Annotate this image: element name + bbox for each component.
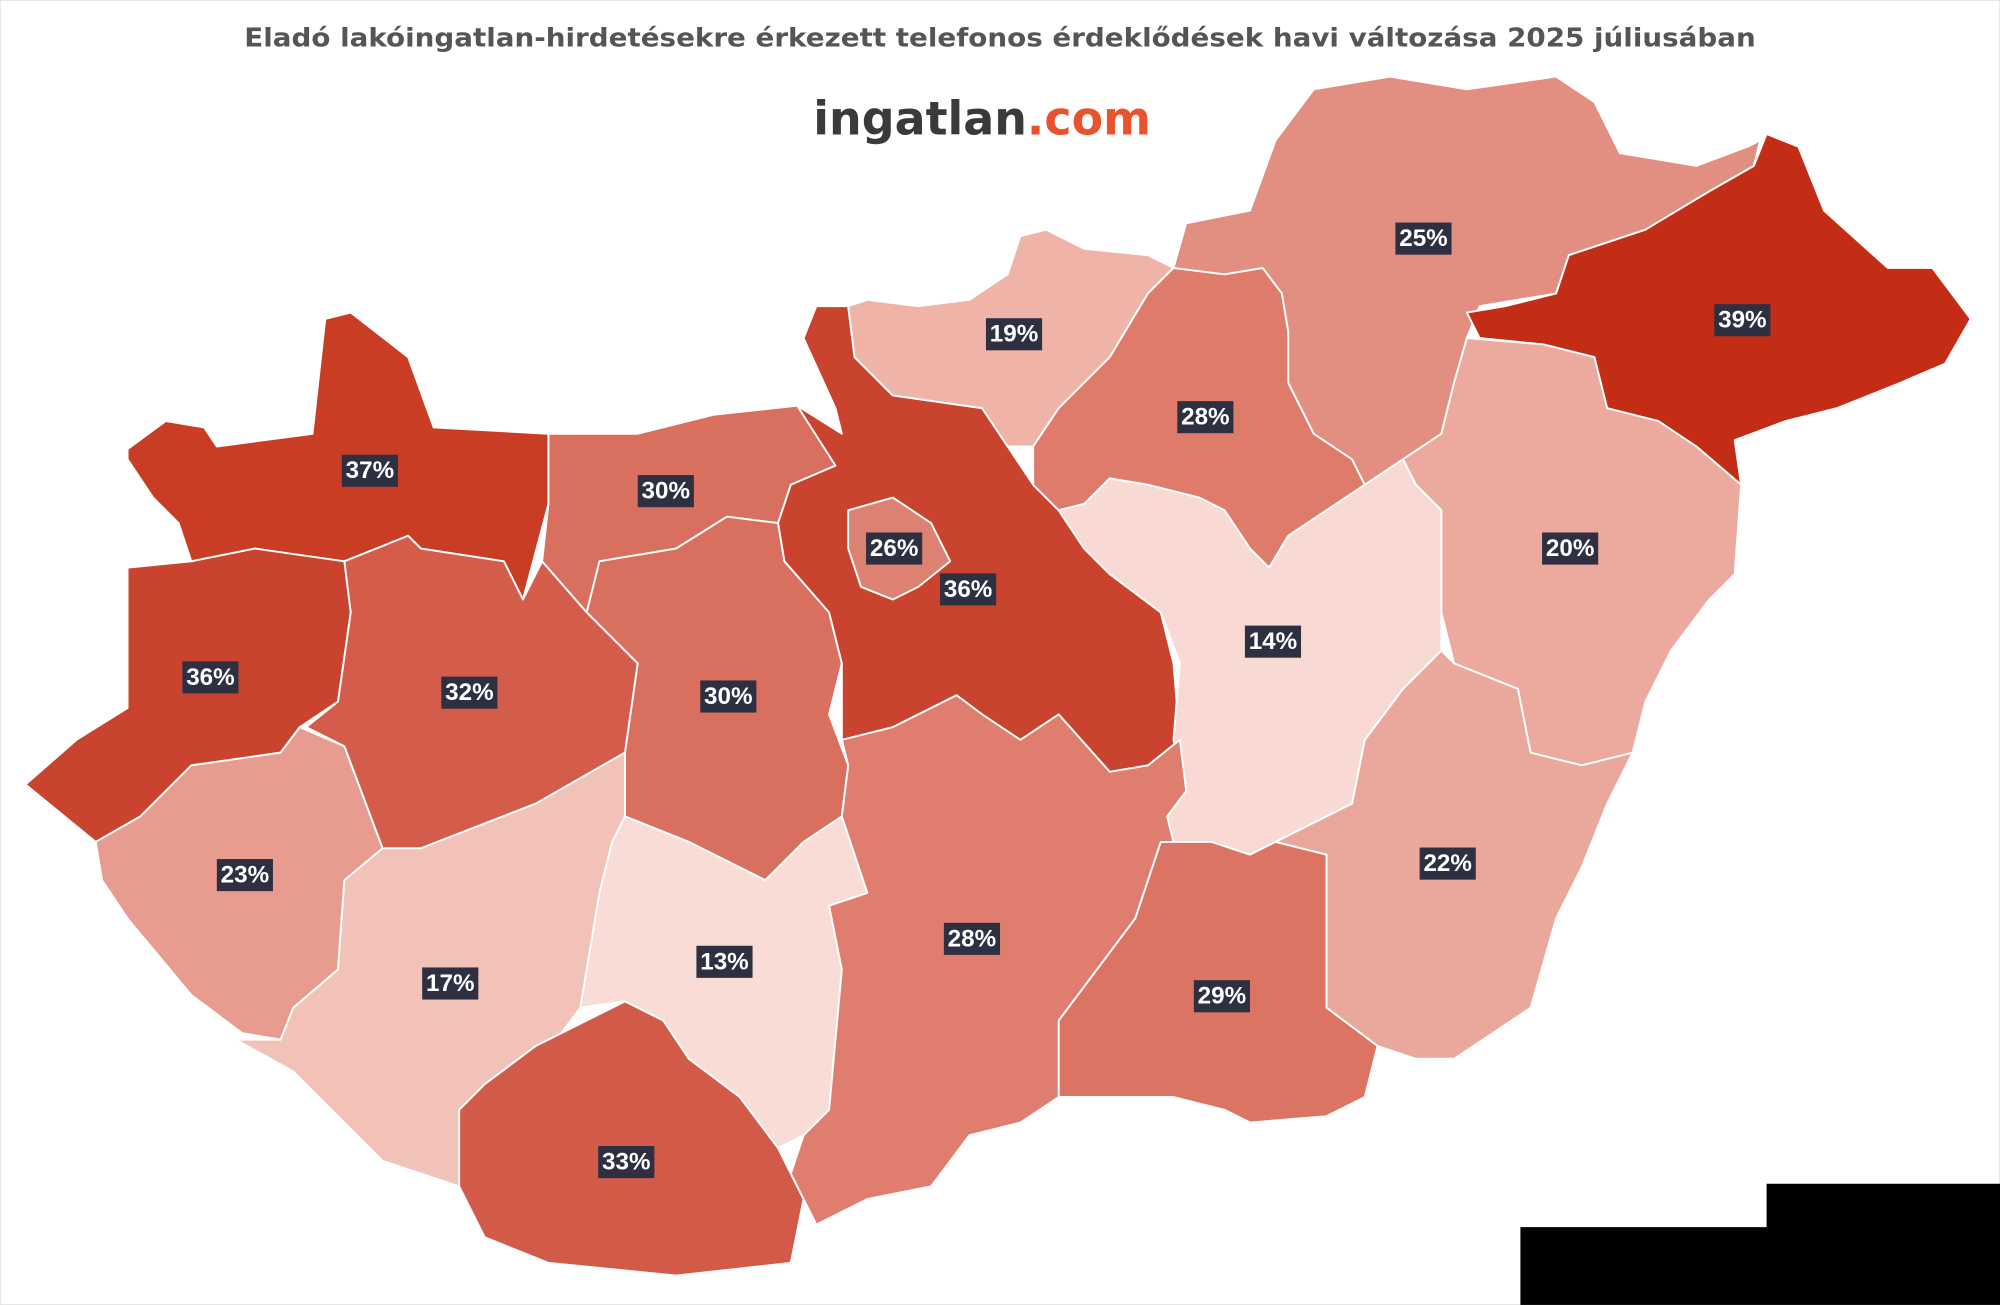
region-label: 20% [1546, 535, 1594, 562]
label-box [1395, 222, 1452, 255]
region-label: 26% [870, 535, 918, 562]
label-box [637, 475, 694, 508]
label-box [700, 680, 757, 713]
label-box [441, 676, 498, 709]
region-label: 22% [1423, 850, 1471, 877]
label-box [598, 1146, 655, 1179]
label-box [696, 945, 753, 978]
label-box [182, 661, 239, 694]
label-box [985, 318, 1043, 351]
region-label: 36% [944, 576, 992, 603]
label-box [866, 532, 923, 565]
label-box [940, 573, 997, 606]
region: 30% [541, 404, 843, 614]
label-box [422, 967, 479, 1000]
corner-block [1520, 1227, 2000, 1305]
region-label: 17% [426, 970, 474, 997]
region: 14% [1057, 458, 1443, 856]
region: 26% [847, 496, 952, 601]
region: 33% [458, 1000, 805, 1277]
region-label: 39% [1718, 307, 1766, 334]
title: Eladó lakóingatlan-hirdetésekre érkezett… [244, 23, 1755, 53]
region: 22% [1274, 649, 1634, 1060]
region: 28% [789, 694, 1188, 1226]
region: 20% [1402, 337, 1743, 767]
region-label: 25% [1399, 225, 1447, 252]
region-label: 13% [700, 948, 748, 975]
label-box [1542, 532, 1599, 565]
label-box [1193, 980, 1251, 1013]
label-box [943, 922, 1001, 955]
region-label: 28% [1181, 404, 1229, 431]
region-label: 37% [346, 457, 394, 484]
region-label: 28% [948, 925, 996, 952]
region-label: 30% [704, 683, 752, 710]
label-box [216, 859, 273, 892]
label-box [1177, 401, 1234, 434]
region-label: 14% [1249, 628, 1297, 655]
logo-suffix: .com [1027, 92, 1151, 146]
region-label: 32% [445, 679, 493, 706]
region: 17% [235, 751, 626, 1188]
label-box [341, 454, 398, 487]
region-label: 29% [1198, 983, 1246, 1010]
region-label: 33% [602, 1149, 650, 1176]
region-label: 19% [990, 321, 1038, 348]
region: 25% [1172, 75, 1762, 486]
label-box [1419, 847, 1476, 880]
logo-name: ingatlan [813, 92, 1027, 146]
region: 19% [847, 228, 1175, 448]
region-label: 36% [186, 664, 234, 691]
region-label: 23% [221, 862, 269, 889]
region: 29% [1057, 840, 1379, 1124]
county [789, 694, 1188, 1226]
logo: ingatlan.com [813, 92, 1151, 146]
region: 13% [579, 815, 869, 1149]
region-label: 30% [642, 478, 690, 505]
label-box [1714, 304, 1771, 337]
label-box [1244, 625, 1302, 658]
corner-block [1766, 1183, 2000, 1229]
